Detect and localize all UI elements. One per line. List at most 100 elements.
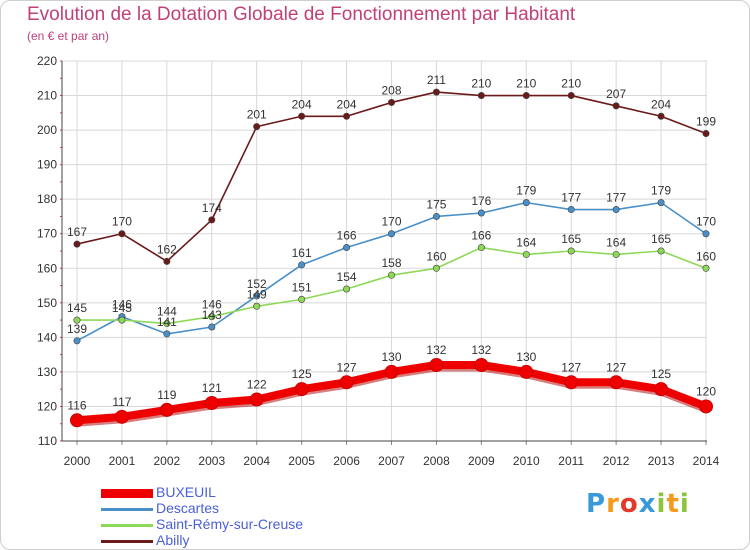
data-label-abilly: 208 (381, 83, 401, 97)
y-tick-label: 120 (37, 399, 57, 413)
data-label-descartes: 175 (426, 197, 446, 211)
data-label-descartes: 139 (67, 322, 87, 336)
data-label-saint-r-my-sur-creuse: 165 (561, 232, 581, 246)
data-label-saint-r-my-sur-creuse: 164 (516, 235, 536, 249)
data-label-saint-r-my-sur-creuse: 165 (651, 232, 671, 246)
x-tick-label: 2003 (198, 454, 225, 468)
data-label-abilly: 204 (337, 97, 357, 111)
legend-swatch (101, 488, 153, 498)
point-buxeuil (204, 396, 219, 410)
data-label-descartes: 176 (471, 194, 491, 208)
x-tick-label: 2014 (693, 454, 720, 468)
point-descartes (208, 323, 216, 331)
point-buxeuil (564, 375, 579, 390)
x-tick-label: 2005 (288, 454, 315, 468)
point-saint-r-my-sur-creuse (657, 247, 665, 255)
point-saint-r-my-sur-creuse (477, 244, 485, 252)
y-tick-label: 110 (38, 434, 57, 448)
point-saint-r-my-sur-creuse (702, 264, 710, 272)
point-saint-r-my-sur-creuse (208, 313, 216, 321)
data-label-abilly: 174 (202, 201, 222, 215)
data-label-abilly: 162 (157, 242, 177, 256)
x-tick-label: 2000 (64, 454, 91, 468)
data-label-descartes: 166 (337, 229, 357, 243)
data-label-buxeuil: 117 (112, 395, 131, 409)
point-descartes (298, 261, 306, 269)
grid-layer (62, 60, 707, 442)
point-buxeuil (70, 413, 84, 428)
point-buxeuil (114, 409, 129, 424)
point-abilly (477, 92, 485, 100)
data-label-descartes: 143 (202, 308, 222, 322)
data-label-buxeuil: 132 (471, 343, 491, 357)
data-label-saint-r-my-sur-creuse: 151 (292, 280, 312, 294)
point-descartes (477, 209, 485, 217)
data-label-descartes: 177 (561, 191, 581, 205)
point-descartes (343, 244, 351, 252)
x-tick-label: 2006 (333, 454, 360, 468)
point-saint-r-my-sur-creuse (432, 264, 440, 272)
data-label-saint-r-my-sur-creuse: 146 (202, 298, 222, 312)
data-label-buxeuil: 120 (696, 384, 716, 398)
y-tick-label: 200 (37, 123, 57, 137)
legend-swatch (101, 539, 153, 543)
y-tick-label: 140 (37, 330, 57, 344)
y-tick-label: 210 (37, 89, 57, 103)
x-tick-label: 2011 (558, 454, 584, 468)
y-tick-label: 130 (37, 365, 57, 379)
data-label-saint-r-my-sur-creuse: 145 (67, 301, 87, 315)
y-tick-label: 170 (37, 227, 57, 241)
point-saint-r-my-sur-creuse (612, 250, 620, 258)
point-descartes (702, 230, 710, 238)
data-label-abilly: 204 (292, 97, 312, 111)
point-buxeuil (294, 382, 309, 397)
data-label-saint-r-my-sur-creuse: 154 (337, 270, 357, 284)
data-label-buxeuil: 125 (292, 367, 312, 381)
data-label-descartes: 146 (112, 298, 132, 312)
chart-title: Evolution de la Dotation Globale de Fonc… (27, 4, 576, 25)
point-descartes (612, 206, 620, 214)
logo-letter: x (638, 489, 657, 519)
axis-layer: 110 120 130 140 150 160 170 180 190 200 210 220 2000… (37, 54, 720, 468)
point-buxeuil (654, 382, 669, 397)
data-label-buxeuil: 116 (67, 398, 86, 412)
data-label-buxeuil: 130 (381, 350, 401, 364)
point-abilly (163, 257, 171, 265)
data-label-abilly: 199 (696, 115, 716, 129)
point-saint-r-my-sur-creuse (253, 302, 261, 310)
data-label-descartes: 141 (157, 315, 177, 329)
data-label-saint-r-my-sur-creuse: 160 (426, 249, 446, 263)
data-label-layer: 167 170 162 174 201 204 204 208 211 210 210 210 207 2… (67, 73, 716, 412)
point-descartes (567, 206, 575, 214)
x-tick-label: 2009 (468, 454, 495, 468)
data-label-descartes: 179 (651, 184, 671, 198)
point-descartes (657, 199, 665, 207)
point-abilly (253, 123, 261, 131)
data-label-saint-r-my-sur-creuse: 149 (247, 287, 267, 301)
logo-letter: r (606, 489, 620, 519)
y-tick-label: 190 (37, 158, 57, 172)
point-abilly (612, 102, 620, 110)
data-label-saint-r-my-sur-creuse: 164 (606, 235, 626, 249)
x-tick-label: 2013 (648, 454, 675, 468)
data-label-saint-r-my-sur-creuse: 160 (696, 249, 716, 263)
point-buxeuil (249, 392, 264, 407)
data-label-buxeuil: 130 (516, 350, 536, 364)
data-label-abilly: 210 (516, 77, 536, 91)
point-saint-r-my-sur-creuse (522, 250, 530, 258)
logo-letter: P (586, 489, 607, 519)
data-label-buxeuil: 119 (157, 388, 176, 402)
point-saint-r-my-sur-creuse (298, 295, 306, 303)
logo-letter: o (619, 489, 639, 519)
data-label-buxeuil: 127 (337, 360, 357, 374)
point-saint-r-my-sur-creuse (387, 271, 395, 279)
data-label-saint-r-my-sur-creuse: 158 (381, 256, 401, 270)
point-abilly (343, 112, 351, 120)
data-label-buxeuil: 127 (606, 360, 626, 374)
legend-label: Abilly (156, 532, 190, 548)
data-label-buxeuil: 125 (651, 367, 671, 381)
logo-letter: i (656, 489, 667, 519)
point-descartes (432, 212, 440, 220)
data-label-abilly: 170 (112, 215, 132, 229)
